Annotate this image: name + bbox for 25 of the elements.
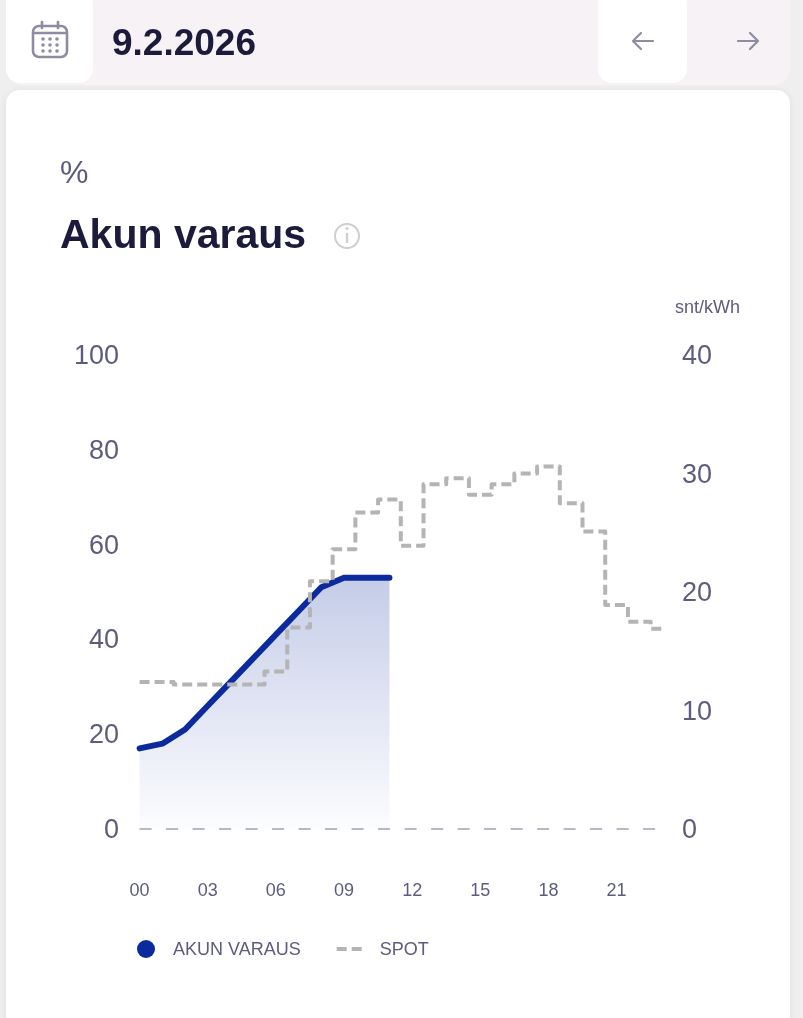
y-tick-label: 0	[103, 814, 119, 844]
y2-tick-label: 30	[682, 458, 713, 489]
x-tick-label: 06	[265, 880, 286, 900]
x-tick-label: 00	[129, 880, 150, 900]
y2-tick-label: 40	[682, 340, 713, 370]
y-tick-label: 40	[88, 624, 119, 655]
legend-label: SPOT	[379, 939, 429, 959]
x-tick-label: 09	[334, 880, 355, 900]
y2-tick-label: 0	[682, 814, 698, 844]
x-tick-label: 18	[538, 880, 559, 900]
y-axis-title: %	[60, 154, 89, 190]
y-tick-label: 100	[73, 340, 119, 370]
y2-tick-label: 20	[682, 577, 713, 607]
y2-axis-title: snt/kWh	[674, 297, 740, 317]
legend-label: AKUN VARAUS	[173, 939, 301, 959]
x-tick-label: 15	[470, 880, 491, 900]
x-tick-label: 12	[402, 880, 423, 900]
y2-tick-label: 10	[682, 695, 713, 726]
y-tick-label: 80	[88, 434, 119, 465]
chart-subtitle: 9.2.2026	[112, 22, 257, 63]
x-tick-label: 03	[197, 880, 218, 900]
x-tick-label: 21	[606, 880, 627, 900]
y-tick-label: 20	[88, 719, 119, 750]
chart-title: Akun varaus	[60, 211, 307, 257]
y-tick-label: 60	[88, 529, 119, 560]
